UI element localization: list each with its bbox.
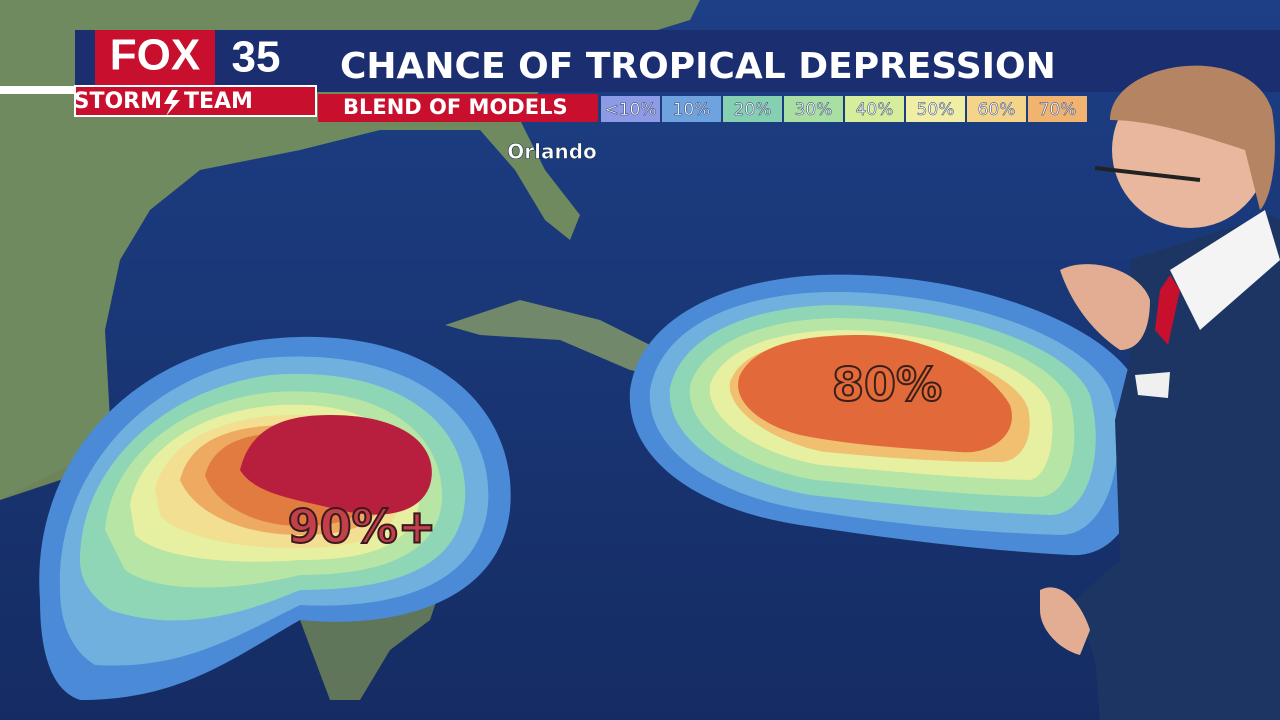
- legend-label: 50%: [917, 100, 955, 120]
- legend-swatch: [845, 96, 904, 122]
- legend-label: 40%: [856, 100, 894, 120]
- east-probability-area: [629, 274, 1146, 556]
- subtitle-bar: [318, 94, 598, 122]
- legend-swatch: [723, 96, 782, 122]
- legend-label: <10%: [604, 100, 656, 120]
- legend-label: 30%: [795, 100, 833, 120]
- cuba: [445, 300, 680, 380]
- legend-label: 10%: [673, 100, 711, 120]
- legend-swatch: [906, 96, 965, 122]
- storm-label: STORM: [74, 89, 162, 114]
- legend-label: 20%: [734, 100, 772, 120]
- logo-channel: 35: [232, 33, 281, 82]
- west-chance-label: 90%+: [288, 500, 437, 554]
- legend-swatch: [967, 96, 1026, 122]
- legend-swatch: [784, 96, 843, 122]
- title-bar: [75, 30, 1280, 92]
- legend-swatch: [662, 96, 721, 122]
- title: CHANCE OF TROPICAL DEPRESSION: [340, 46, 1056, 87]
- city-label: Orlando: [507, 140, 597, 164]
- west-probability-area: [39, 336, 511, 700]
- header-stripe: [0, 86, 80, 94]
- east-chance-label: 80%: [832, 358, 942, 412]
- legend-label: 70%: [1039, 100, 1077, 120]
- legend-label: 60%: [978, 100, 1016, 120]
- legend-swatch: [1028, 96, 1087, 122]
- team-label: TEAM: [184, 89, 253, 114]
- legend-swatch: [601, 96, 660, 122]
- storm-team-box: [74, 85, 317, 117]
- north-america: [0, 0, 700, 500]
- legend: <10% 10% 20% 30% 40% 50% 60% 70%: [601, 96, 1087, 122]
- logo-fox: FOX: [110, 31, 200, 80]
- bolt-icon: [164, 90, 180, 116]
- logo-box: [95, 30, 215, 86]
- presenter: [1040, 65, 1280, 720]
- subtitle: BLEND OF MODELS: [343, 95, 568, 119]
